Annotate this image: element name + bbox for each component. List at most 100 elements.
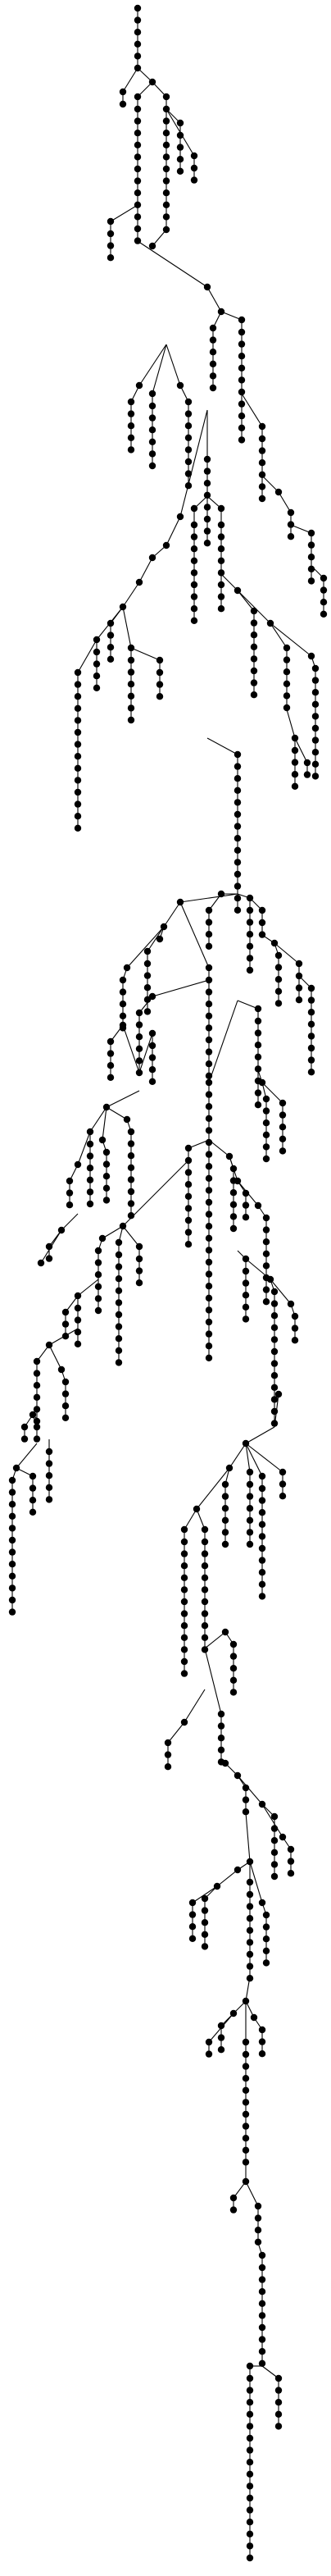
tree-node (238, 388, 246, 396)
tree-node (274, 1000, 283, 1007)
tree-node (311, 773, 320, 780)
tree-node (180, 1657, 188, 1666)
tree-node (66, 1177, 74, 1185)
tree-node (279, 1124, 287, 1131)
tree-node (262, 1923, 270, 1931)
tree-node (93, 648, 101, 656)
tree-node (205, 1024, 213, 1032)
tree-node (127, 716, 135, 724)
tree-node (258, 1509, 266, 1516)
tree-node (311, 749, 320, 756)
tree-node (311, 700, 320, 708)
tree-node (180, 1718, 188, 1726)
tree-node (74, 741, 82, 748)
tree-node (205, 1283, 213, 1290)
tree-edge (152, 979, 210, 997)
tree-node (238, 353, 246, 360)
tree-node (45, 1255, 53, 1262)
tree-node (162, 117, 170, 125)
tree-node (217, 2022, 225, 2030)
tree-node (93, 684, 101, 691)
tree-node (258, 2312, 266, 2319)
tree-node (205, 1234, 213, 1242)
tree-node (242, 1315, 250, 1323)
tree-node (190, 617, 198, 624)
tree-node (115, 1251, 123, 1259)
tree-node (148, 554, 156, 562)
tree-node (246, 1939, 254, 1946)
tree-node (217, 504, 225, 513)
tree-node (246, 2459, 254, 2466)
tree-node (201, 1562, 209, 1570)
tree-node (307, 1069, 315, 1076)
tree-node (205, 1151, 213, 1158)
tree-node (258, 1899, 266, 1907)
tree-node (86, 1165, 94, 1172)
tree-node (250, 655, 258, 663)
tree-node (258, 919, 266, 927)
tree-node (201, 1550, 209, 1557)
tree-node (270, 1384, 279, 1392)
tree-node (205, 919, 213, 926)
tree-node (127, 1164, 135, 1172)
tree-node (184, 1181, 193, 1188)
tree-node (8, 1525, 16, 1532)
tree-node (229, 1213, 238, 1220)
tree-node (143, 984, 152, 992)
tree-edge (196, 1508, 206, 1530)
tree-edge (152, 229, 167, 247)
tree-node (203, 455, 211, 463)
tree-node (217, 2034, 225, 2041)
tree-node (107, 619, 115, 627)
tree-node (115, 1347, 123, 1355)
tree-edge (261, 475, 279, 493)
tree-node (258, 931, 266, 938)
tree-node (74, 728, 82, 736)
tree-node (98, 1136, 107, 1144)
tree-node (127, 656, 135, 664)
tree-node (246, 966, 254, 974)
tree-node (229, 1676, 238, 1684)
tree-node (93, 660, 101, 668)
tree-node (184, 1192, 193, 1201)
tree-node (201, 1931, 209, 1938)
tree-edge (261, 1082, 283, 1104)
tree-node (209, 336, 217, 344)
tree-node (254, 1053, 262, 1061)
tree-node (180, 1610, 188, 1617)
tree-node (246, 2423, 254, 2430)
tree-edge (286, 709, 296, 739)
tree-edge (208, 1000, 238, 1083)
tree-node (307, 652, 315, 660)
tree-node (258, 1593, 266, 1600)
tree-node (127, 410, 135, 417)
tree-node (234, 882, 242, 890)
tree-node (270, 1300, 279, 1307)
tree-node (184, 470, 193, 477)
tree-edge (220, 573, 238, 591)
tree-node (258, 1544, 266, 1552)
tree-node (201, 1525, 209, 1534)
tree-node (61, 1333, 70, 1340)
tree-node (242, 2146, 250, 2154)
tree-node (184, 1144, 193, 1152)
tree-edge (152, 344, 167, 394)
tree-edge (122, 581, 140, 608)
tree-node (162, 93, 170, 101)
tree-node (93, 636, 101, 644)
tree-node (279, 1493, 287, 1500)
tree-node (238, 400, 246, 408)
tree-edge (270, 622, 288, 649)
tree-node (209, 372, 217, 380)
tree-node (134, 213, 142, 221)
tree-node (258, 1521, 266, 1529)
tree-node (190, 176, 198, 184)
tree-node (205, 942, 213, 951)
tree-node (102, 1160, 111, 1168)
tree-node (201, 1919, 209, 1926)
tree-node (148, 1054, 156, 1061)
tree-edge (294, 737, 308, 764)
tree-node (127, 1140, 135, 1147)
tree-node (127, 422, 135, 430)
tree-node (8, 1536, 16, 1544)
